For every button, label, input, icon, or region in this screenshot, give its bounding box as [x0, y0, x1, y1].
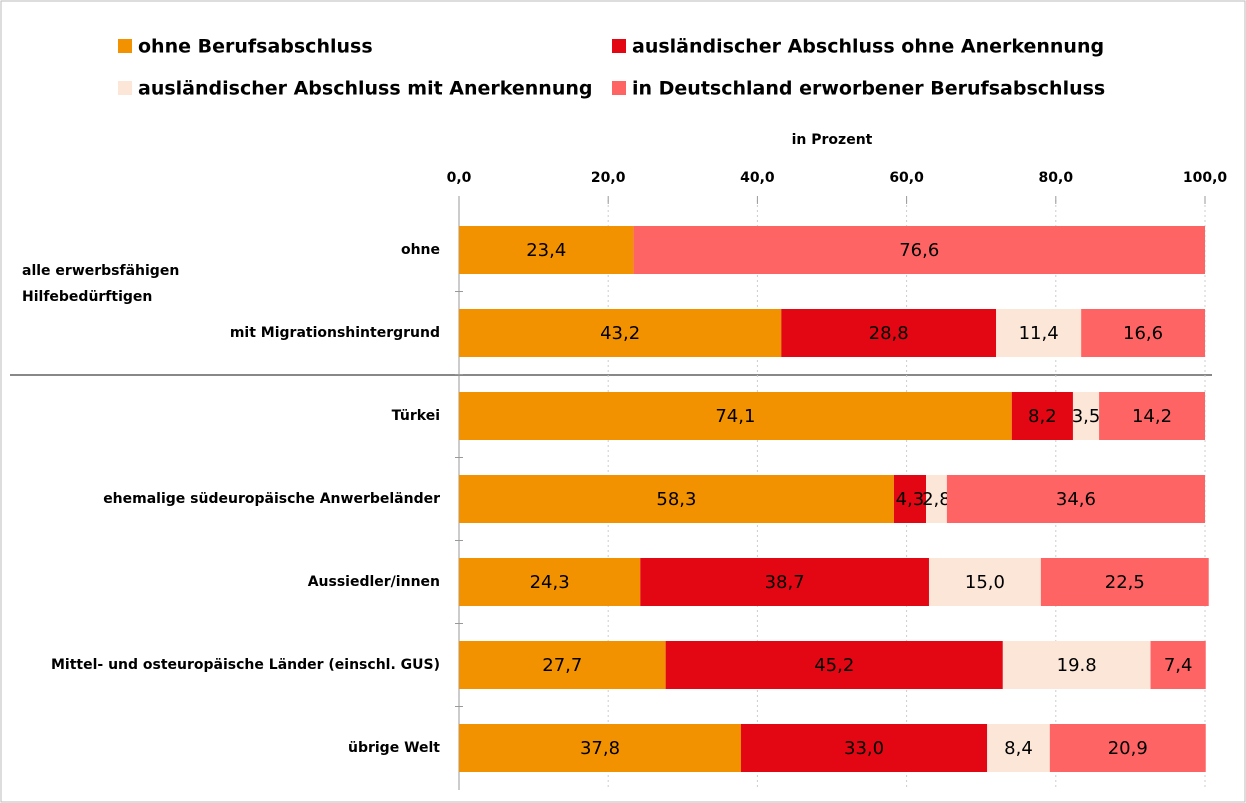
value-label: 58,3 — [656, 489, 696, 510]
value-label: 22,5 — [1105, 572, 1145, 593]
bar-segment — [459, 724, 741, 772]
x-tick-label: 100,0 — [1183, 170, 1228, 186]
category-label: ohne — [401, 242, 440, 258]
value-label: 76,6 — [899, 240, 939, 261]
category-label: mit Migrationshintergrund — [230, 325, 440, 341]
bar-segment — [459, 392, 1012, 440]
x-tick-label: 20,0 — [591, 170, 626, 186]
bar-segment — [1099, 392, 1205, 440]
bar-segment — [665, 641, 1003, 689]
value-label: 27,7 — [542, 655, 582, 676]
value-label: 11,4 — [1019, 323, 1059, 344]
bar-segment — [1002, 641, 1151, 689]
bar-segment — [1049, 724, 1206, 772]
value-label: 2,8 — [922, 489, 951, 510]
category-label: Türkei — [392, 408, 440, 424]
legend-label: ausländischer Abschluss mit Anerkennung — [138, 78, 593, 100]
legend-label: ohne Berufsabschluss — [138, 36, 373, 58]
value-label: 4,3 — [896, 489, 925, 510]
bar-segment — [925, 475, 947, 523]
bar-segment — [1081, 309, 1205, 357]
value-label: 8,2 — [1028, 406, 1057, 427]
bar-segment — [1072, 392, 1100, 440]
value-label: 15,0 — [965, 572, 1005, 593]
bar-segment — [996, 309, 1082, 357]
value-label: 7,4 — [1164, 655, 1193, 676]
legend-swatch — [612, 39, 626, 53]
category-label: übrige Welt — [348, 740, 440, 756]
value-label: 23,4 — [526, 240, 566, 261]
x-tick-label: 0,0 — [447, 170, 472, 186]
value-label: 43,2 — [600, 323, 640, 344]
bar-segment — [740, 724, 988, 772]
bar-segment — [633, 226, 1205, 274]
value-label: 19.8 — [1057, 655, 1097, 676]
legend-label: in Deutschland erworbener Berufsabschlus… — [632, 78, 1105, 100]
bar-segment — [946, 475, 1205, 523]
bar-segment — [459, 475, 894, 523]
value-label: 14,2 — [1132, 406, 1172, 427]
value-label: 8,4 — [1004, 738, 1033, 759]
axis-label: in Prozent — [792, 132, 873, 148]
category-label: ehemalige südeuropäische Anwerbeländer — [103, 491, 440, 507]
bar-segment — [1040, 558, 1209, 606]
x-tick-label: 60,0 — [889, 170, 924, 186]
value-label: 34,6 — [1056, 489, 1096, 510]
bar-segment — [640, 558, 929, 606]
category-label: Aussiedler/innen — [308, 574, 440, 590]
bar-segment — [459, 226, 634, 274]
value-label: 37,8 — [580, 738, 620, 759]
bar-segment — [459, 558, 641, 606]
bar-segment — [1150, 641, 1206, 689]
value-label: 28,8 — [869, 323, 909, 344]
value-label: 20,9 — [1108, 738, 1148, 759]
value-label: 33,0 — [844, 738, 884, 759]
bar-segment — [781, 309, 997, 357]
legend-swatch — [612, 81, 626, 95]
value-label: 3,5 — [1072, 406, 1101, 427]
value-label: 38,7 — [765, 572, 805, 593]
legend-swatch — [118, 81, 132, 95]
bar-segment — [459, 641, 666, 689]
legend-label: ausländischer Abschluss ohne Anerkennung — [632, 36, 1104, 58]
bar-segment — [893, 475, 926, 523]
x-tick-label: 40,0 — [740, 170, 775, 186]
value-label: 16,6 — [1123, 323, 1163, 344]
value-label: 24,3 — [530, 572, 570, 593]
value-label: 74,1 — [715, 406, 755, 427]
bar-segment — [928, 558, 1041, 606]
group-label: alle erwerbsfähigen Hilfebedürftigen — [22, 263, 180, 305]
value-label: 45,2 — [814, 655, 854, 676]
bar-segment — [987, 724, 1050, 772]
category-label: Mittel- und osteuropäische Länder (einsc… — [51, 657, 440, 673]
bar-segment — [459, 309, 782, 357]
legend-swatch — [118, 39, 132, 53]
bar-segment — [1011, 392, 1073, 440]
x-tick-label: 80,0 — [1039, 170, 1074, 186]
